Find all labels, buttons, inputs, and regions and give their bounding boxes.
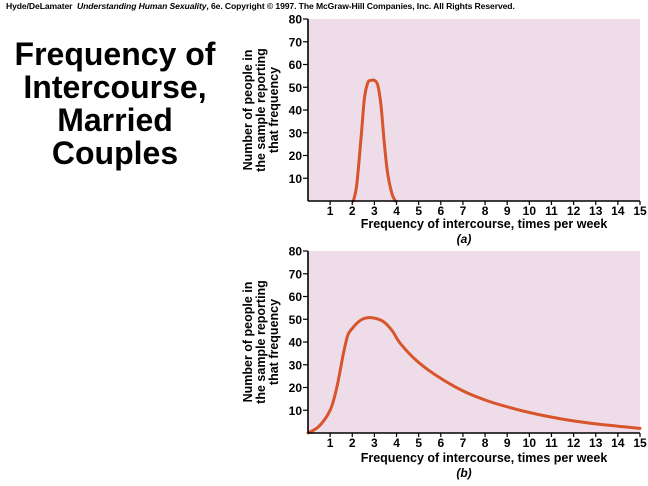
x-tick-label: 5 [415, 436, 422, 450]
credit-book-title: Understanding Human Sexuality [77, 1, 207, 11]
x-tick-label: 2 [349, 204, 356, 218]
x-tick-label: 8 [482, 204, 489, 218]
y-tick-label: 70 [289, 267, 303, 281]
x-tick-label: 14 [611, 204, 625, 218]
y-tick-label: 50 [289, 81, 303, 95]
x-tick-label: 10 [523, 204, 537, 218]
y-axis-title-line: that frequency [267, 299, 281, 385]
y-tick-label: 60 [289, 290, 303, 304]
x-tick-label: 7 [460, 204, 467, 218]
data-curve [306, 316, 642, 435]
x-tick-label: 12 [567, 204, 581, 218]
y-axis-title-line: the sample reporting [254, 280, 268, 404]
x-tick-label: 15 [633, 204, 647, 218]
y-tick-label: 40 [289, 104, 303, 118]
y-tick-label: 70 [289, 35, 303, 49]
y-axis-title-line: the sample reporting [254, 48, 268, 172]
x-tick-label: 3 [371, 436, 378, 450]
panel-label: (a) [457, 232, 472, 246]
slide-title-line-2: Intercourse, [23, 69, 207, 105]
x-tick-label: 12 [567, 436, 581, 450]
data-curve [351, 78, 397, 203]
y-tick-label: 10 [289, 404, 303, 418]
y-tick-label: 30 [289, 126, 303, 140]
y-tick-label: 80 [289, 13, 303, 27]
y-axis-title-line: Number of people in [241, 50, 255, 171]
y-tick-label: 60 [289, 58, 303, 72]
x-tick-label: 10 [523, 436, 537, 450]
y-tick-label: 20 [289, 149, 303, 163]
x-tick-label: 1 [327, 436, 334, 450]
x-tick-label: 7 [460, 436, 467, 450]
x-tick-label: 2 [349, 436, 356, 450]
x-tick-label: 8 [482, 436, 489, 450]
y-axis-title-line: that frequency [267, 67, 281, 153]
x-axis-title: Frequency of intercourse, times per week [361, 451, 608, 465]
x-tick-label: 11 [545, 436, 558, 450]
x-tick-label: 11 [545, 204, 558, 218]
y-tick-label: 10 [289, 172, 303, 186]
x-tick-label: 5 [415, 204, 422, 218]
x-tick-label: 4 [393, 204, 400, 218]
slide-title-line-3: Married [57, 102, 173, 138]
y-axis-title: Number of people inthe sample reportingt… [241, 48, 281, 172]
x-axis-title: Frequency of intercourse, times per week [361, 217, 608, 231]
x-tick-label: 13 [589, 436, 603, 450]
y-tick-label: 30 [289, 358, 303, 372]
x-tick-label: 1 [327, 204, 334, 218]
credit-authors: Hyde/DeLamater [6, 1, 73, 11]
slide-title: Frequency of Intercourse, Married Couple… [0, 38, 230, 170]
x-tick-label: 6 [437, 436, 444, 450]
x-tick-label: 14 [611, 436, 625, 450]
plot-area [308, 251, 640, 433]
y-tick-label: 80 [289, 245, 303, 259]
copyright-credit: Hyde/DeLamater Understanding Human Sexua… [6, 1, 646, 11]
y-tick-label: 50 [289, 313, 303, 327]
y-axis-title: Number of people inthe sample reportingt… [241, 280, 281, 404]
x-tick-label: 6 [437, 204, 444, 218]
credit-rest: , 6e. Copyright © 1997. The McGraw-Hill … [206, 1, 515, 11]
y-tick-label: 20 [289, 381, 303, 395]
x-tick-label: 3 [371, 204, 378, 218]
x-tick-label: 15 [633, 436, 647, 450]
x-tick-label: 13 [589, 204, 603, 218]
x-tick-label: 9 [504, 204, 511, 218]
panel-label: (b) [456, 466, 471, 480]
x-tick-label: 4 [393, 436, 400, 450]
y-tick-label: 40 [289, 336, 303, 350]
y-axis-title-line: Number of people in [241, 282, 255, 403]
slide-title-line-1: Frequency of [14, 36, 216, 72]
slide-title-line-4: Couples [51, 135, 179, 171]
x-tick-label: 9 [504, 436, 511, 450]
